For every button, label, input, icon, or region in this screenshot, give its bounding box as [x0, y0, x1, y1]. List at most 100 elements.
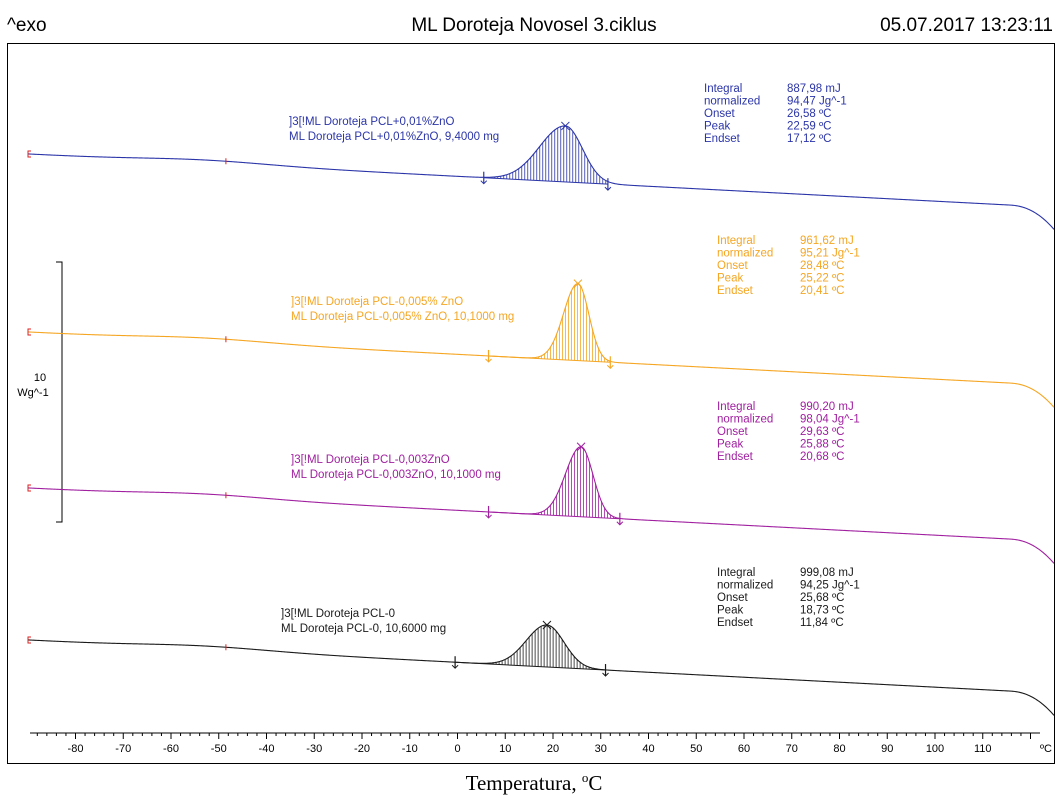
x-axis-caption: Temperatura, oC	[466, 770, 603, 795]
x-tick-label: -40	[259, 743, 275, 755]
result-label: Endset	[704, 133, 741, 145]
result-value: 28,48 ºC	[800, 260, 844, 272]
result-label: normalized	[717, 580, 773, 592]
limit-arrow	[485, 514, 492, 519]
peak-marker	[561, 121, 570, 131]
scale-bar-unit: Wg^-1	[17, 387, 48, 399]
x-axis-unit-label: ºC	[1040, 743, 1052, 755]
x-tick-label: 40	[642, 743, 654, 755]
dsc-series: ]3[!ML Doroteja PCL+0,01%ZnO ML Doroteja …	[27, 83, 1055, 230]
curve-label-sample: ML Doroteja PCL+0,01%ZnO, 9,4000 mg	[289, 131, 499, 143]
result-label: normalized	[704, 96, 760, 108]
x-tick-label: 90	[881, 743, 893, 755]
result-value: 20,41 ºC	[800, 285, 844, 297]
dsc-series: ]3[!ML Doroteja PCL-0,005% ZnO ML Dorotej…	[27, 235, 1055, 408]
curve-label-method: ]3[!ML Doroteja PCL-0,003ZnO	[291, 454, 450, 466]
limit-arrow	[606, 364, 614, 369]
x-tick-label: -30	[306, 743, 322, 755]
scale-bar	[56, 261, 63, 523]
dsc-curve	[27, 125, 1055, 230]
exo-direction-label: ^exo	[7, 15, 47, 36]
dsc-curve	[27, 283, 1055, 408]
result-value: 11,84 ºC	[800, 617, 844, 629]
result-label: normalized	[717, 414, 773, 426]
result-value: 990,20 mJ	[800, 401, 854, 413]
x-axis-caption-unit: C	[588, 771, 602, 795]
scale-bar-value: 10	[34, 372, 46, 384]
result-label: Peak	[717, 273, 743, 285]
result-label: normalized	[717, 248, 773, 260]
result-label: Endset	[717, 285, 754, 297]
peak-marker	[576, 442, 586, 452]
x-tick-label: -70	[115, 743, 131, 755]
peak-marker	[542, 620, 552, 630]
limit-arrow	[616, 521, 624, 526]
curve-label-sample: ML Doroteja PCL-0, 10,6000 mg	[281, 623, 446, 635]
limit-arrow	[485, 358, 492, 363]
dsc-series: ]3[!ML Doroteja PCL-0,003ZnO ML Doroteja …	[27, 401, 1055, 564]
x-tick-label: -60	[163, 743, 179, 755]
dsc-curve	[27, 624, 1055, 716]
x-axis-caption-sup: o	[582, 770, 589, 785]
result-value: 25,22 ºC	[800, 273, 844, 285]
curve-start-marker	[27, 150, 31, 158]
result-value: 999,08 mJ	[800, 567, 854, 579]
result-value: 94,47 Jg^-1	[787, 96, 847, 108]
curve-label-method: ]3[!ML Doroteja PCL+0,01%ZnO	[289, 116, 455, 128]
limit-arrow	[604, 186, 612, 191]
x-tick-label: -10	[402, 743, 418, 755]
dsc-series: ]3[!ML Doroteja PCL-0 ML Doroteja PCL-0, …	[27, 567, 1055, 716]
result-value: 887,98 mJ	[787, 83, 841, 95]
limit-arrow	[451, 664, 459, 669]
x-tick-label: 80	[833, 743, 845, 755]
curve-label-sample: ML Doroteja PCL-0,005% ZnO, 10,1000 mg	[291, 311, 514, 323]
result-label: Integral	[704, 83, 742, 95]
x-tick-label: 110	[974, 743, 992, 755]
chart-datetime: 05.07.2017 13:23:11	[880, 15, 1053, 36]
result-value: 961,62 mJ	[800, 235, 854, 247]
x-axis: -80 -70 -60 -50 -40 -30 -20 -10 0 10 20 30 40 50 60 70 8…	[30, 732, 1040, 755]
limit-arrow	[602, 672, 609, 677]
result-label: Endset	[717, 451, 754, 463]
x-tick-label: 10	[499, 743, 511, 755]
result-value: 94,25 Jg^-1	[800, 580, 860, 592]
result-label: Onset	[717, 426, 748, 438]
curve-label-method: ]3[!ML Doroteja PCL-0,005% ZnO	[291, 296, 463, 308]
curve-label-sample: ML Doroteja PCL-0,003ZnO, 10,1000 mg	[291, 469, 501, 481]
curves-layer: ]3[!ML Doroteja PCL+0,01%ZnO ML Doroteja …	[27, 83, 1055, 716]
x-tick-label: -80	[68, 743, 84, 755]
plot-frame	[7, 43, 1055, 764]
integration-baseline	[483, 177, 608, 185]
result-label: Endset	[717, 617, 754, 629]
x-tick-label: 60	[738, 743, 750, 755]
result-label: Peak	[717, 439, 743, 451]
x-tick-label: 50	[690, 743, 702, 755]
result-value: 95,21 Jg^-1	[800, 248, 860, 260]
result-label: Peak	[704, 121, 730, 133]
curve-start-marker	[27, 484, 31, 492]
result-value: 20,68 ºC	[800, 451, 844, 463]
result-value: 25,88 ºC	[800, 439, 844, 451]
curve-start-marker	[27, 328, 31, 336]
result-label: Onset	[704, 108, 735, 120]
result-label: Onset	[717, 592, 748, 604]
result-value: 26,58 ºC	[787, 108, 831, 120]
curve-start-marker	[27, 636, 31, 644]
peak-marker	[573, 279, 583, 288]
result-value: 17,12 ºC	[787, 133, 831, 145]
result-label: Integral	[717, 567, 755, 579]
curve-label-method: ]3[!ML Doroteja PCL-0	[281, 608, 395, 620]
chart-title: ML Doroteja Novosel 3.ciklus	[411, 15, 656, 36]
result-value: 29,63 ºC	[800, 426, 844, 438]
dsc-curve	[27, 446, 1055, 564]
result-value: 98,04 Jg^-1	[800, 414, 860, 426]
x-axis-caption-main: Temperatura,	[466, 771, 582, 795]
x-tick-label: -20	[354, 743, 370, 755]
result-label: Integral	[717, 401, 755, 413]
x-tick-label: 0	[454, 743, 460, 755]
result-label: Peak	[717, 605, 743, 617]
result-label: Integral	[717, 235, 755, 247]
x-tick-label: -50	[211, 743, 227, 755]
result-value: 25,68 ºC	[800, 592, 844, 604]
